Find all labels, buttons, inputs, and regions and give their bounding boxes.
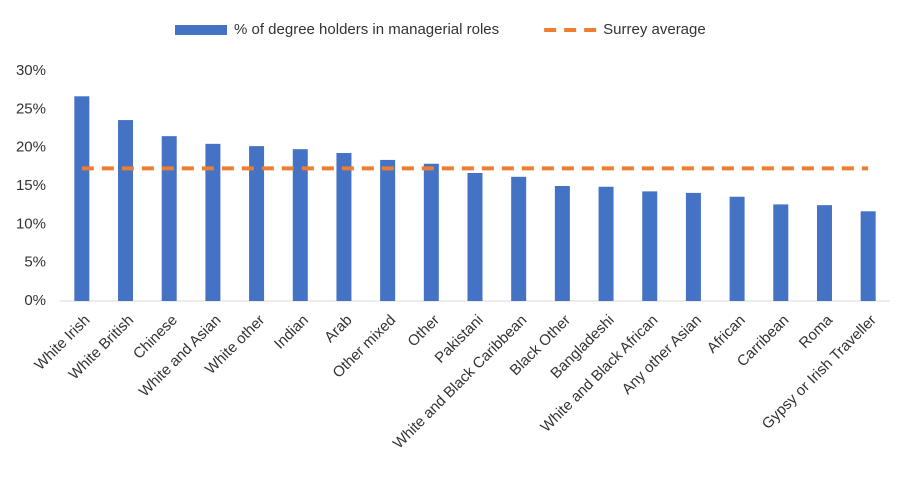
bar: [860, 211, 876, 301]
bar: [249, 146, 265, 301]
bar: [205, 143, 221, 301]
y-tick-label: 5%: [24, 254, 46, 271]
x-tick-label: Arab: [321, 312, 355, 346]
bar: [74, 96, 90, 301]
bar: [729, 196, 745, 301]
bar: [685, 192, 701, 301]
bar: [598, 186, 614, 301]
bar: [292, 149, 308, 301]
y-tick-label: 20%: [16, 139, 46, 156]
bar: [118, 120, 134, 301]
x-tick-label: Roma: [796, 311, 837, 352]
legend-swatch: [175, 25, 227, 35]
bar: [467, 172, 483, 301]
bar: [423, 163, 439, 301]
bar: [816, 205, 832, 301]
y-tick-label: 30%: [16, 62, 46, 79]
legend-label: Surrey average: [603, 21, 706, 38]
bar: [161, 136, 177, 301]
x-tick-label: Indian: [271, 312, 312, 353]
y-tick-label: 10%: [16, 215, 46, 232]
y-tick-label: 25%: [16, 100, 46, 117]
bar: [554, 186, 570, 301]
x-tick-label: Any other Asian: [619, 312, 705, 398]
y-tick-label: 15%: [16, 177, 46, 194]
bar: [336, 153, 352, 301]
y-tick-label: 0%: [24, 292, 46, 309]
bar: [773, 204, 789, 301]
bar: [511, 176, 527, 301]
legend-label: % of degree holders in managerial roles: [234, 21, 499, 38]
x-tick-label: Other: [404, 312, 443, 351]
bar: [380, 159, 396, 301]
bar: [642, 191, 658, 301]
